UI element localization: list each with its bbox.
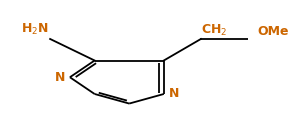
Text: N: N [168,87,179,101]
Text: CH$_2$: CH$_2$ [201,23,227,38]
Text: N: N [55,71,65,84]
Text: OMe: OMe [258,25,289,38]
Text: H$_2$N: H$_2$N [21,22,49,37]
